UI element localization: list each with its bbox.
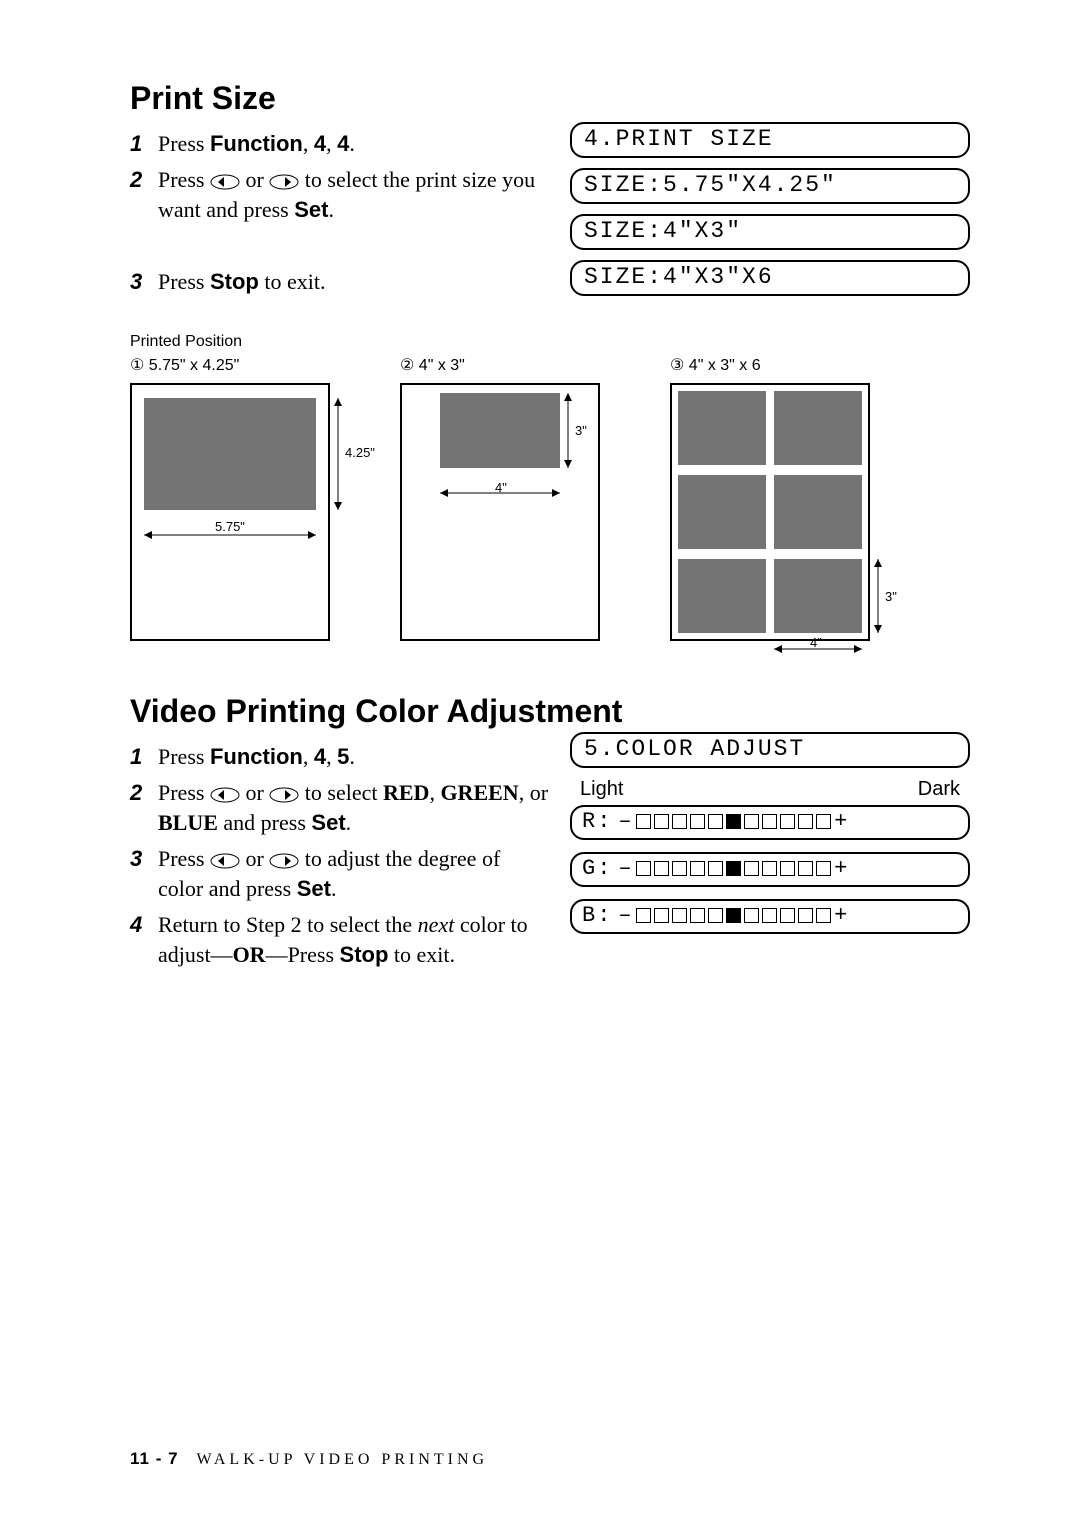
printed-position-diagrams: Printed Position ① 5.75" x 4.25" ② 4" x … <box>130 333 1010 643</box>
step-number: 4 <box>130 910 158 940</box>
page-footer: 11 - 7 WALK-UP VIDEO PRINTING <box>130 1449 488 1469</box>
print-size-heading: Print Size <box>130 80 980 117</box>
right-arrow-icon <box>269 174 299 190</box>
section2-lcds: 5.COLOR ADJUST Light Dark R:–+ G:–+ B:–+ <box>570 732 970 946</box>
slider-r: R:–+ <box>570 805 970 840</box>
slider-b: B:–+ <box>570 899 970 934</box>
printed-position-label: Printed Position <box>130 333 1010 351</box>
dimension-arrows-2 <box>400 383 620 653</box>
light-dark-labels: Light Dark <box>570 778 970 801</box>
step-number: 2 <box>130 165 158 195</box>
dim-3b: 3" <box>885 589 897 604</box>
diagram1-label: ① 5.75" x 4.25" <box>130 355 239 375</box>
footer-title: WALK-UP VIDEO PRINTING <box>197 1451 489 1468</box>
diagram2-label: ② 4" x 3" <box>400 355 465 375</box>
slider-g: G:–+ <box>570 852 970 887</box>
dim-4: 4" <box>495 480 507 495</box>
step-number: 1 <box>130 742 158 772</box>
right-arrow-icon <box>269 787 299 803</box>
dim-425: 4.25" <box>345 445 375 460</box>
color-adjust-heading: Video Printing Color Adjustment <box>130 693 980 730</box>
step-text: Press Function, 4, 4. <box>158 129 355 159</box>
step-text: Press Stop to exit. <box>158 267 325 297</box>
diagram3-label: ③ 4" x 3" x 6 <box>670 355 761 375</box>
page-number: 11 - 7 <box>130 1449 179 1468</box>
dimension-arrows-1 <box>130 383 390 653</box>
step-text: Press or to select RED, GREEN, or BLUE a… <box>158 778 548 838</box>
section1-steps: 1 Press Function, 4, 4. 2 Press or to se… <box>130 129 570 303</box>
lcd-display: 4.PRINT SIZE <box>570 122 970 158</box>
left-arrow-icon <box>210 174 240 190</box>
step-number: 3 <box>130 267 158 297</box>
dim-575: 5.75" <box>215 519 245 534</box>
dim-3: 3" <box>575 423 587 438</box>
step-text: Press Function, 4, 5. <box>158 742 355 772</box>
step-number: 3 <box>130 844 158 874</box>
dimension-arrows-3 <box>670 383 930 663</box>
step-text: Press or to select the print size you wa… <box>158 165 548 225</box>
section1-lcds: 4.PRINT SIZE SIZE:5.75"X4.25" SIZE:4"X3"… <box>570 122 970 306</box>
lcd-display: SIZE:4"X3" <box>570 214 970 250</box>
section2-steps: 1 Press Function, 4, 5. 2 Press or to se… <box>130 742 570 970</box>
dim-4b: 4" <box>810 635 822 650</box>
left-arrow-icon <box>210 853 240 869</box>
lcd-display: SIZE:5.75"X4.25" <box>570 168 970 204</box>
lcd-display: 5.COLOR ADJUST <box>570 732 970 768</box>
lcd-display: SIZE:4"X3"X6 <box>570 260 970 296</box>
step-text: Press or to adjust the degree of color a… <box>158 844 548 904</box>
step-text: Return to Step 2 to select the next colo… <box>158 910 548 970</box>
step-number: 2 <box>130 778 158 808</box>
right-arrow-icon <box>269 853 299 869</box>
step-number: 1 <box>130 129 158 159</box>
left-arrow-icon <box>210 787 240 803</box>
